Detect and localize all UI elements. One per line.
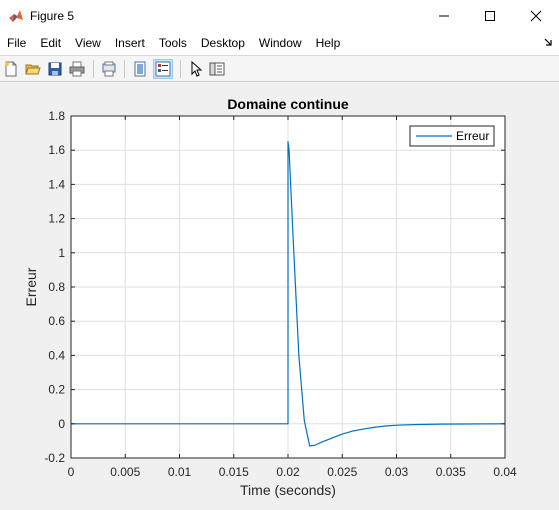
undock-arrow-icon[interactable] (543, 37, 553, 47)
toolbar-separator (180, 60, 181, 78)
edit-plot-button[interactable] (186, 59, 206, 79)
x-tick-label: 0.025 (327, 465, 357, 479)
chart-title: Domaine continue (227, 96, 349, 112)
menu-window[interactable]: Window (258, 36, 302, 50)
window-title: Figure 5 (30, 8, 75, 23)
show-plot-tools-icon (155, 61, 171, 77)
x-tick-group: 0 0.005 0.01 0.015 0.02 0.025 0.03 0.035 0.04 (68, 116, 517, 479)
print-button[interactable] (67, 59, 87, 79)
y-tick-label: 1 (58, 246, 65, 260)
menu-insert[interactable]: Insert (114, 36, 145, 50)
toolbar-separator (93, 60, 94, 78)
menu-tools[interactable]: Tools (158, 36, 187, 50)
menu-file[interactable]: File (7, 36, 27, 50)
x-tick-label: 0.015 (219, 465, 249, 479)
menu-view[interactable]: View (75, 36, 101, 50)
x-tick-label: 0.02 (276, 465, 300, 479)
menu-desktop[interactable]: Desktop (200, 36, 245, 50)
y-tick-label: -0.2 (44, 451, 65, 465)
save-button[interactable] (45, 59, 65, 79)
legend-entry-erreur: Erreur (456, 129, 489, 143)
y-tick-label: 0.2 (48, 383, 65, 397)
y-tick-label: 1.8 (48, 109, 65, 123)
y-tick-group: -0.2 0 0.2 0.4 0.6 0.8 1 1.2 1.4 1.6 1.8 (44, 109, 505, 465)
x-tick-label: 0.035 (436, 465, 466, 479)
y-tick-label: 1.4 (48, 177, 65, 191)
open-file-button[interactable] (23, 59, 43, 79)
menu-edit[interactable]: Edit (40, 36, 62, 50)
series-line-erreur[interactable] (71, 141, 506, 447)
maximize-icon (485, 10, 495, 21)
x-tick-label: 0.005 (110, 465, 140, 479)
legend[interactable]: Erreur (409, 125, 495, 147)
x-tick-label: 0.01 (168, 465, 192, 479)
figure-area: 0 0.005 0.01 0.015 0.02 0.025 0.03 0.035 0.04 -0… (0, 82, 559, 505)
close-button[interactable] (513, 0, 559, 31)
minimize-button[interactable] (421, 0, 467, 31)
y-axis-label: Erreur (23, 267, 39, 306)
menu-help[interactable]: Help (315, 36, 341, 50)
edit-plot-arrow-icon (191, 61, 203, 77)
figure-toolbar (0, 55, 559, 82)
minimize-icon (439, 15, 449, 16)
save-icon (48, 62, 62, 76)
show-plot-tools-button[interactable] (153, 59, 173, 79)
close-icon (530, 10, 542, 21)
print-icon (69, 61, 85, 77)
hide-plot-tools-button[interactable] (130, 59, 150, 79)
plot-canvas[interactable]: 0 0.005 0.01 0.015 0.02 0.025 0.03 0.035 0.04 -0… (0, 82, 559, 505)
dock-plot-browser-button[interactable] (207, 59, 227, 79)
toolbar-separator (124, 60, 125, 78)
x-tick-label: 0.04 (493, 465, 517, 479)
y-tick-label: 0.8 (48, 280, 65, 294)
hide-plot-tools-icon (134, 61, 146, 77)
x-tick-label: 0 (68, 465, 75, 479)
print-preview-button[interactable] (99, 59, 119, 79)
y-tick-label: 0 (58, 417, 65, 431)
menu-bar: File Edit View Insert Tools Desktop Wind… (0, 31, 559, 55)
y-tick-label: 0.4 (48, 348, 65, 362)
window-titlebar: Figure 5 (0, 0, 559, 31)
dock-plot-browser-icon (209, 62, 225, 76)
open-file-icon (25, 64, 41, 75)
series-group (71, 141, 506, 447)
y-tick-label: 1.2 (48, 212, 65, 226)
matlab-logo-icon (9, 9, 23, 22)
x-tick-label: 0.03 (385, 465, 409, 479)
new-figure-icon (5, 61, 17, 77)
y-tick-label: 1.6 (48, 143, 65, 157)
new-figure-button[interactable] (1, 59, 21, 79)
print-preview-icon (102, 61, 116, 77)
x-axis-label: Time (seconds) (240, 482, 336, 498)
y-tick-label: 0.6 (48, 314, 65, 328)
maximize-button[interactable] (467, 0, 513, 31)
